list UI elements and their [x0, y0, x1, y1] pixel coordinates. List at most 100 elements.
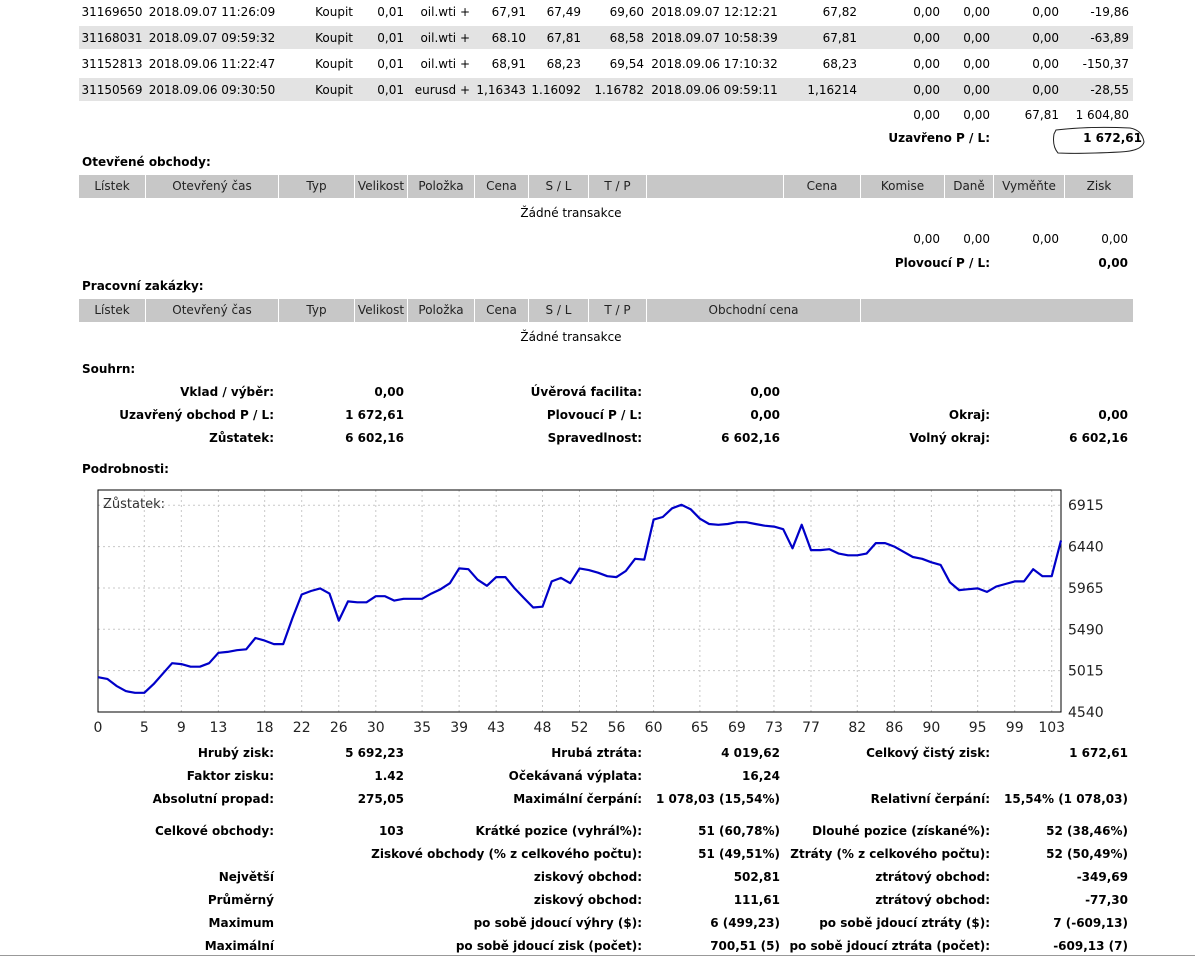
balance-line [97, 503, 1063, 694]
working-orders-header: Lístek Otevřený čas Typ Velikost Položka… [79, 299, 1133, 322]
cell-swap: 0,00 [1032, 57, 1059, 71]
y-tick-label: 5490 [1068, 622, 1104, 638]
cell-open-time: 2018.09.07 09:59:32 [148, 31, 276, 45]
maximum-label: Maximum [208, 916, 274, 930]
cell-open-price: 1,16343 [476, 83, 526, 97]
open-total-commission: 0,00 [913, 232, 940, 246]
col-ticket: Lístek [94, 303, 130, 317]
cell-type: Koupit [315, 5, 353, 19]
floating-pl-value: 0,00 [1098, 256, 1128, 270]
cell-profit: -63,89 [1090, 31, 1129, 45]
cell-open-price: 68.10 [491, 31, 526, 45]
working-orders-empty: Žádné transakce [520, 330, 622, 344]
y-tick-label: 5015 [1068, 664, 1104, 680]
max-losses-value: 7 (-609,13) [1053, 916, 1128, 930]
cell-swap: 0,00 [1032, 31, 1059, 45]
cell-size: 0,01 [377, 57, 404, 71]
expected-payoff-label: Očekávaná výplata: [508, 769, 642, 783]
cell-type: Koupit [315, 83, 353, 97]
profit-trades-value: 51 (49,51%) [698, 847, 780, 861]
largest-profit-value: 502,81 [733, 870, 780, 884]
total-taxes: 0,00 [963, 108, 990, 122]
chart-title: Zůstatek: [103, 497, 165, 512]
row-shade [79, 26, 1133, 49]
gross-loss-value: 4 019,62 [721, 746, 780, 760]
max-dd-label: Maximální čerpání: [513, 792, 642, 806]
col-sl: S / L [545, 303, 572, 317]
details-title: Podrobnosti: [82, 462, 169, 476]
balance-value: 6 602,16 [345, 431, 404, 445]
col-item: Položka [418, 179, 464, 193]
col-ticket: Lístek [94, 179, 130, 193]
col-item: Položka [418, 303, 464, 317]
free-margin-value: 6 602,16 [1069, 431, 1128, 445]
cell-sl: 68,23 [546, 57, 581, 71]
summary-title: Souhrn: [82, 362, 136, 376]
cell-open-price: 68,91 [491, 57, 526, 71]
profit-factor-label: Faktor zisku: [186, 769, 274, 783]
short-positions-label: Krátké pozice (vyhrál%): [475, 824, 643, 838]
cell-sl: 67,81 [546, 31, 581, 45]
col-size: Velikost [357, 303, 405, 317]
average-label: Průměrný [207, 893, 274, 907]
x-tick-label: 65 [691, 720, 709, 736]
cell-tp: 68,58 [609, 31, 644, 45]
x-tick-label: 60 [645, 720, 663, 736]
gross-profit-value: 5 692,23 [345, 746, 404, 760]
deposit-label: Vklad / výběr: [180, 385, 274, 399]
col-open-time: Otevřený čas [172, 303, 252, 317]
x-tick-label: 26 [330, 720, 348, 736]
rel-dd-value: 15,54% (1 078,03) [1004, 792, 1128, 806]
x-tick-label: 43 [487, 720, 505, 736]
cell-close-price: 67,81 [822, 31, 857, 45]
cell-commission: 0,00 [913, 5, 940, 19]
closed-pl-summary-value: 1 672,61 [345, 408, 404, 422]
col-type: Typ [306, 303, 327, 317]
cell-sl: 67,49 [546, 5, 581, 19]
cell-item: oil.wti + [420, 31, 470, 45]
col-price: Cena [486, 303, 517, 317]
floating-pl-label: Plovoucí P / L: [894, 256, 990, 270]
y-tick-label: 6915 [1068, 498, 1104, 514]
col-close-price: Cena [806, 179, 838, 193]
maximal-loss-label: po sobě jdoucí ztráta (počet): [789, 939, 990, 953]
x-tick-label: 99 [1006, 720, 1024, 736]
col-profit: Zisk [1086, 179, 1112, 193]
closed-pl-label: Uzavřeno P / L: [888, 131, 990, 145]
expected-payoff-value: 16,24 [742, 769, 780, 783]
max-wins-value: 6 (499,23) [710, 916, 780, 930]
max-wins-label: po sobě jdoucí výhry ($): [473, 916, 642, 930]
col-tp: T / P [604, 303, 631, 317]
cell-ticket: 31169650 [81, 5, 143, 19]
cell-open-price: 67,91 [491, 5, 526, 19]
x-tick-label: 69 [728, 720, 746, 736]
rel-dd-label: Relativní čerpání: [870, 792, 990, 806]
col-tp: T / P [604, 179, 631, 193]
cell-close-time: 2018.09.06 09:59:11 [651, 83, 778, 97]
total-swap: 67,81 [1024, 108, 1059, 122]
cell-close-time: 2018.09.06 17:10:32 [651, 57, 778, 71]
profit-factor-value: 1.42 [374, 769, 404, 783]
floating-pl-summary-value: 0,00 [750, 408, 780, 422]
y-tick-label: 5965 [1068, 581, 1104, 597]
cell-profit: -28,55 [1090, 83, 1129, 97]
x-tick-label: 73 [765, 720, 783, 736]
cell-ticket: 31152813 [81, 57, 143, 71]
closed-pl-value: 1 672,61 [1083, 131, 1142, 145]
long-positions-value: 52 (38,46%) [1046, 824, 1128, 838]
cell-close-time: 2018.09.07 12:12:21 [651, 5, 778, 19]
x-tick-label: 22 [293, 720, 311, 736]
loss-trades-label: Ztráty (% z celkového počtu): [790, 847, 990, 861]
cell-item: oil.wti + [420, 5, 470, 19]
cell-taxes: 0,00 [963, 83, 990, 97]
bottom-divider [0, 955, 1195, 956]
cell-item: oil.wti + [420, 57, 470, 71]
cell-ticket: 31150569 [81, 83, 143, 97]
gross-profit-label: Hrubý zisk: [197, 746, 274, 760]
cell-open-time: 2018.09.06 09:30:50 [148, 83, 276, 97]
x-tick-label: 13 [209, 720, 227, 736]
open-total-taxes: 0,00 [963, 232, 990, 246]
cell-commission: 0,00 [913, 31, 940, 45]
cell-tp: 69,60 [609, 5, 644, 19]
y-tick-label: 4540 [1068, 705, 1104, 721]
